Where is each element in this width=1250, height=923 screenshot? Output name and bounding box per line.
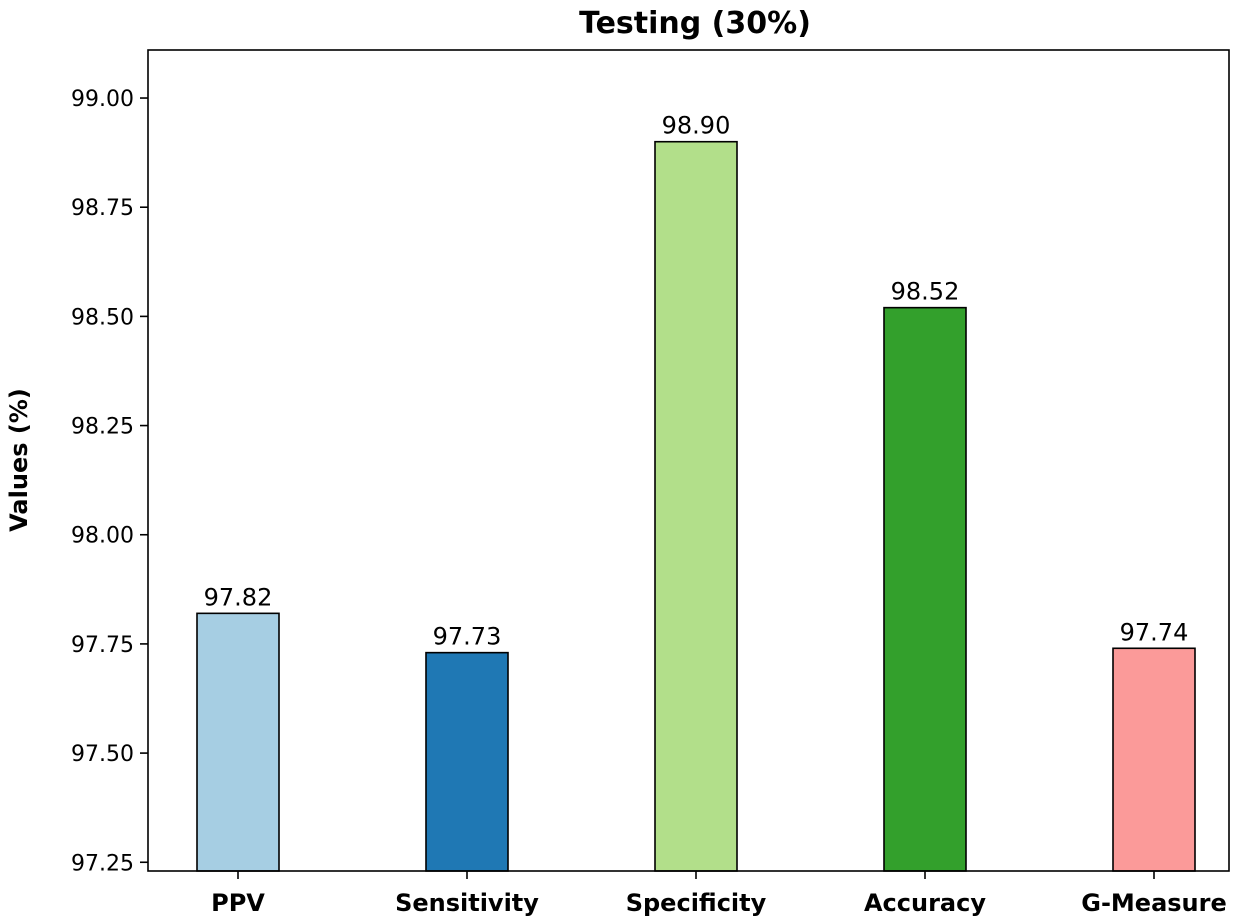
y-tick-label: 98.75 — [71, 196, 134, 221]
y-tick-label: 98.00 — [71, 524, 134, 549]
bar-ppv — [196, 612, 280, 872]
x-axis-ticks: PPV Sensitivity Specificity Accuracy G-Measu… — [211, 871, 1227, 917]
y-tick-label: 98.50 — [71, 305, 134, 330]
bar-value-label: 98.52 — [891, 278, 960, 306]
plot-area-frame — [147, 49, 1230, 872]
y-tick-label: 98.25 — [71, 415, 134, 440]
bar-value-label: 98.90 — [662, 112, 731, 140]
bar-value-label: 97.73 — [433, 623, 502, 651]
x-tick-label: G-Measure — [1081, 889, 1227, 917]
bar-specificity — [654, 140, 738, 872]
bar-value-label: 97.82 — [204, 583, 273, 611]
bar-g-measure — [1112, 647, 1196, 872]
x-tick-label: PPV — [211, 889, 265, 917]
y-axis-label: Values (%) — [5, 388, 33, 532]
x-tick-label: Specificity — [626, 889, 767, 917]
y-tick-label: 97.50 — [71, 742, 134, 767]
y-tick-label: 99.00 — [71, 87, 134, 112]
y-tick-label: 97.75 — [71, 633, 134, 658]
bars-group — [196, 140, 1196, 872]
x-tick-label: Sensitivity — [395, 889, 539, 917]
y-tick-label: 97.25 — [71, 851, 134, 876]
bar-value-labels: 97.82 97.73 98.90 98.52 97.74 — [204, 112, 1189, 651]
bar-accuracy — [883, 306, 967, 872]
y-axis-ticks: 97.25 97.50 97.75 98.00 98.25 98.50 98.75 99.00 — [71, 87, 148, 876]
bar-sensitivity — [425, 651, 509, 872]
x-tick-label: Accuracy — [864, 889, 986, 917]
chart-title: Testing (30%) — [579, 6, 811, 41]
bar-value-label: 97.74 — [1120, 618, 1189, 646]
